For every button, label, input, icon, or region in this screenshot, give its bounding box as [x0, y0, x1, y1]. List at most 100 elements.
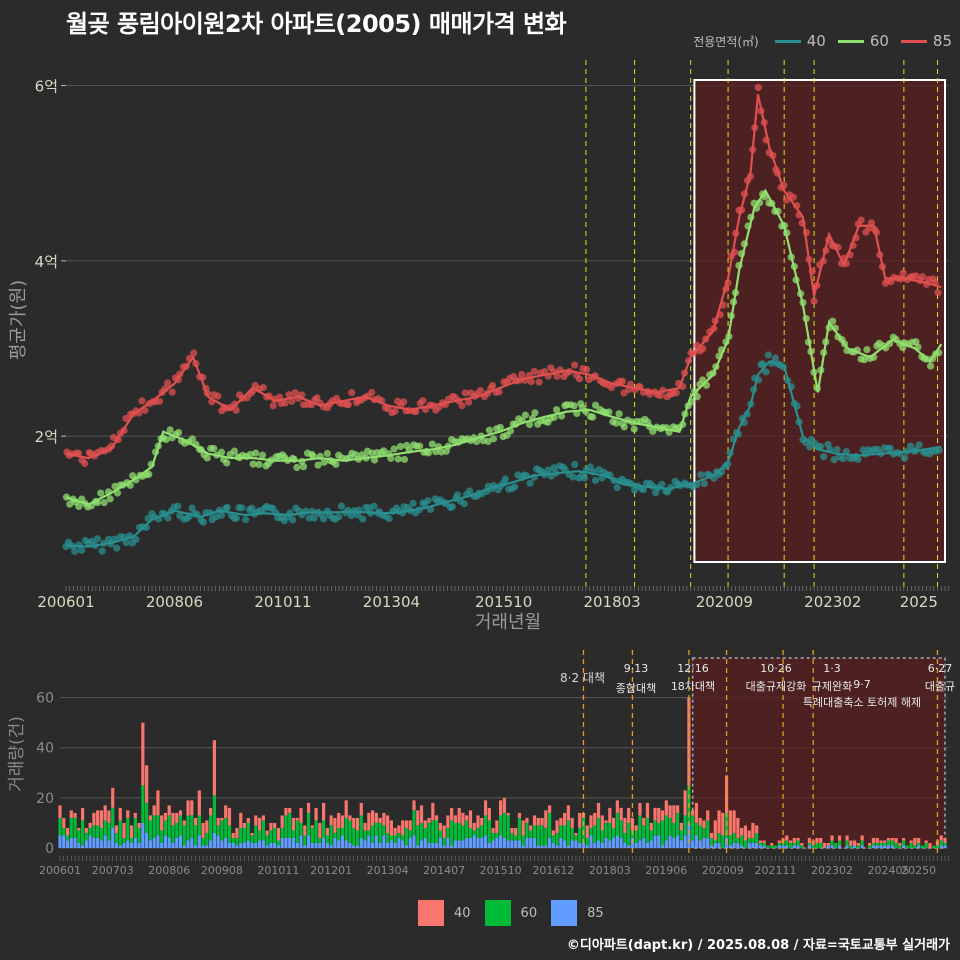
bar-segment-60 [107, 822, 111, 841]
bar-segment-85 [679, 840, 683, 848]
bar-segment-85 [732, 842, 736, 848]
bar-segment-60 [178, 815, 183, 836]
bar-segment-85 [325, 842, 329, 848]
bar-segment-60 [370, 825, 375, 843]
bar-segment-85 [785, 845, 789, 848]
bar-x-tick-label: 201510 [480, 864, 522, 877]
bar-segment-60 [506, 815, 510, 841]
bar-segment-85 [642, 837, 646, 848]
bar-segment-85 [310, 842, 314, 848]
scatter-point-60 [489, 435, 498, 443]
bar-segment-60 [114, 832, 119, 843]
bar-segment-85 [593, 842, 597, 848]
bar-segment-60 [250, 835, 254, 843]
scatter-point-85 [465, 398, 473, 406]
bar-segment-40 [837, 835, 842, 841]
bar-segment-40 [623, 817, 627, 833]
bar-segment-60 [623, 832, 627, 843]
bar-segment-60 [747, 837, 751, 843]
bar-segment-60 [408, 830, 412, 838]
bar-segment-85 [129, 842, 134, 848]
bar-segment-40 [367, 812, 371, 831]
bar-segment-40 [84, 827, 88, 833]
scatter-point-60 [145, 470, 153, 478]
bar-segment-40 [845, 835, 849, 841]
bar-segment-40 [329, 815, 333, 826]
scatter-point-60 [630, 425, 638, 433]
bar-segment-85 [171, 842, 175, 848]
bar-segment-60 [318, 837, 322, 843]
bar-segment-60 [416, 825, 420, 846]
legend-title: 전용면적(㎡) [693, 34, 759, 49]
bar-segment-85 [306, 835, 311, 848]
bar-segment-85 [96, 837, 100, 848]
bar-segment-40 [853, 840, 857, 846]
bar-segment-40 [318, 822, 322, 838]
bar-segment-85 [318, 842, 322, 848]
scatter-point-40 [93, 535, 102, 543]
bar-x-tick-label: 200601 [39, 864, 81, 877]
scatter-point-85 [81, 459, 89, 468]
bar-segment-60 [212, 795, 217, 833]
bar-segment-40 [721, 812, 725, 836]
bar-segment-40 [374, 812, 378, 823]
bar-segment-85 [148, 840, 152, 848]
scatter-point-85 [419, 397, 427, 405]
bar-segment-60 [653, 820, 657, 836]
bar-segment-40 [645, 802, 650, 818]
scatter-point-60 [589, 413, 597, 421]
bar-segment-60 [766, 845, 770, 848]
bar-segment-60 [819, 842, 823, 848]
bar-segment-40 [303, 825, 307, 836]
bar-segment-40 [521, 820, 525, 836]
bar-segment-60 [660, 820, 665, 846]
scatter-point-60 [615, 410, 623, 418]
bar-segment-60 [834, 842, 838, 848]
scatter-point-60 [293, 463, 301, 472]
bar-segment-60 [913, 845, 917, 848]
bar-segment-85 [483, 835, 488, 848]
bar-segment-60 [378, 822, 382, 843]
bar-segment-40 [62, 817, 66, 828]
bar-segment-60 [532, 825, 537, 838]
y-tick-label: 2억 [35, 428, 58, 446]
scatter-point-60 [314, 461, 322, 469]
bar-segment-60 [160, 830, 164, 843]
x-tick-label: 201011 [254, 593, 311, 611]
bar-segment-60 [273, 827, 277, 843]
bar-segment-40 [114, 825, 119, 833]
scatter-point-40 [697, 471, 705, 479]
bar-segment-40 [265, 830, 269, 836]
bar-segment-85 [88, 835, 92, 848]
bar-segment-85 [175, 837, 179, 848]
scatter-point-60 [100, 498, 108, 507]
bar-segment-85 [758, 845, 763, 848]
bar-segment-40 [702, 820, 706, 828]
policy-label: 12·16 [677, 662, 709, 675]
scatter-point-85 [231, 400, 239, 408]
legend-swatch-40 [774, 39, 801, 43]
bar-segment-40 [668, 805, 672, 818]
policy-label: 9·7 [853, 678, 871, 691]
bar-segment-60 [570, 827, 574, 841]
bar-segment-40 [747, 830, 751, 838]
bar-segment-40 [468, 810, 473, 828]
scatter-point-85 [138, 397, 146, 405]
bar-segment-40 [585, 825, 589, 838]
bar-segment-40 [156, 790, 160, 816]
bar-segment-40 [359, 802, 363, 816]
bar-segment-40 [860, 835, 864, 841]
bar-segment-60 [536, 825, 540, 846]
bar-segment-85 [404, 845, 409, 848]
bar-segment-40 [178, 810, 183, 816]
bar-segment-40 [239, 812, 243, 828]
scatter-point-85 [155, 397, 164, 405]
bar-segment-40 [453, 815, 458, 823]
bar-segment-40 [890, 837, 894, 841]
bar-segment-40 [792, 837, 796, 843]
bar-segment-85 [419, 840, 424, 848]
scatter-point-40 [591, 476, 600, 485]
bar-segment-40 [340, 815, 345, 828]
scatter-point-85 [288, 397, 296, 405]
scatter-point-40 [310, 514, 318, 522]
